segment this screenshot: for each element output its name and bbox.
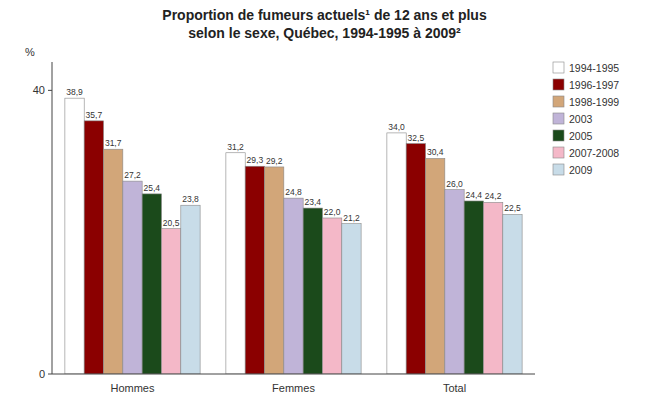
legend-label: 2009 (569, 164, 593, 176)
x-axis-line (52, 374, 535, 375)
data-labels: 38,9 31,2 34,0 35,7 29,3 32,5 31,7 29,2 30,4 27,2… (66, 87, 521, 227)
bar (161, 229, 180, 374)
bar (464, 201, 483, 374)
legend-swatch (553, 62, 564, 73)
bar (84, 121, 103, 374)
data-label: 24,2 (485, 191, 502, 201)
data-label: 22,5 (504, 203, 521, 213)
data-label: 23,8 (182, 194, 199, 204)
data-label: 26,0 (446, 179, 463, 189)
y-axis-line (52, 62, 53, 374)
bar (503, 214, 522, 374)
x-tick-label: Femmes (272, 382, 315, 394)
data-label: 21,2 (343, 213, 360, 223)
bars (65, 98, 522, 374)
x-tick-label: Total (443, 382, 466, 394)
bar (181, 205, 200, 374)
bar (265, 167, 284, 374)
data-label: 27,2 (124, 170, 141, 180)
data-label: 29,2 (266, 156, 283, 166)
y-tick-label: 0 (39, 368, 45, 380)
legend-label: 2003 (569, 113, 593, 125)
bar (322, 218, 341, 374)
legend-swatch (553, 96, 564, 107)
data-label: 31,7 (105, 138, 122, 148)
data-label: 31,2 (227, 142, 244, 152)
data-label: 35,7 (86, 110, 103, 120)
data-label: 22,0 (324, 207, 341, 217)
chart-svg: Proportion de fumeurs actuels¹ de 12 ans… (0, 0, 649, 408)
data-label: 23,4 (305, 197, 322, 207)
legend-swatch (553, 113, 564, 124)
title: Proportion de fumeurs actuels¹ de 12 ans… (162, 7, 487, 41)
bar (387, 133, 406, 374)
legend-label: 1998-1999 (569, 96, 619, 108)
bar (303, 208, 322, 374)
data-label: 34,0 (388, 122, 405, 132)
legend-label: 1994-1995 (569, 62, 619, 74)
bar (342, 224, 361, 374)
legend-swatch (553, 164, 564, 175)
y-tick (48, 374, 52, 375)
bar (142, 194, 161, 374)
bar (104, 149, 123, 374)
legend-label: 2005 (569, 130, 593, 142)
bar (245, 166, 264, 374)
bar (483, 202, 502, 374)
bar (445, 190, 464, 374)
title-line: selon le sexe, Québec, 1994-1995 à 2009² (188, 25, 461, 41)
data-label: 29,3 (247, 155, 264, 165)
title-line: Proportion de fumeurs actuels¹ de 12 ans… (162, 7, 487, 23)
legend-label: 2007-2008 (569, 147, 619, 159)
bar (65, 98, 84, 374)
bar (226, 153, 245, 374)
data-label: 20,5 (163, 218, 180, 228)
legend: 1994-1995 1996-1997 1998-1999 2003 2005 2007-… (553, 62, 619, 176)
bar (426, 158, 445, 374)
y-axis-label: % (25, 46, 35, 58)
data-label: 24,4 (466, 190, 483, 200)
legend-label: 1996-1997 (569, 79, 619, 91)
legend-swatch (553, 79, 564, 90)
bar (123, 181, 142, 374)
legend-swatch (553, 130, 564, 141)
bar (284, 198, 303, 374)
chart-container: Proportion de fumeurs actuels¹ de 12 ans… (0, 0, 649, 408)
legend-swatch (553, 147, 564, 158)
y-tick-label: 40 (33, 84, 45, 96)
data-label: 25,4 (144, 183, 161, 193)
data-label: 32,5 (408, 133, 425, 143)
x-tick-label: Hommes (110, 382, 155, 394)
y-tick (48, 90, 52, 91)
bar (406, 144, 425, 374)
data-label: 38,9 (66, 87, 83, 97)
data-label: 24,8 (285, 187, 302, 197)
data-label: 30,4 (427, 147, 444, 157)
